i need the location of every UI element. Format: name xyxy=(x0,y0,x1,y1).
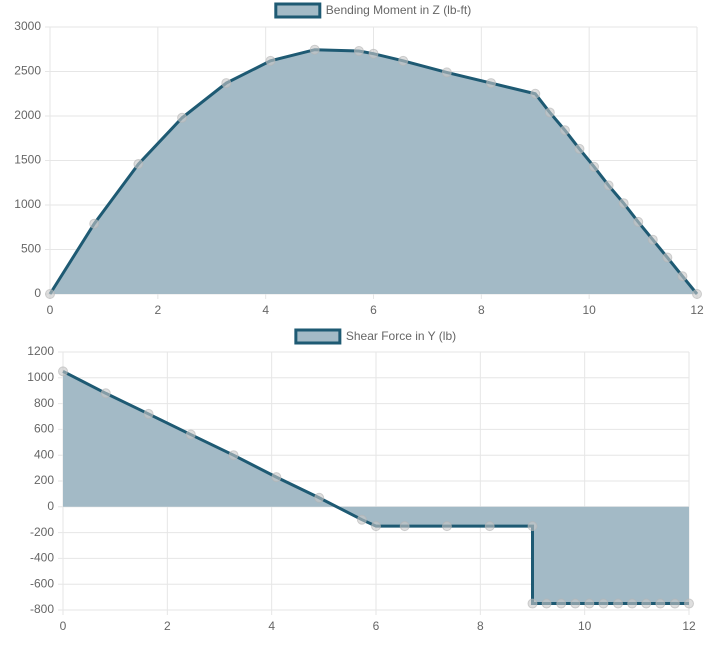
point xyxy=(484,521,495,532)
point xyxy=(598,598,609,609)
point xyxy=(541,598,552,609)
point xyxy=(265,55,276,66)
point xyxy=(441,521,452,532)
point xyxy=(662,252,673,263)
point xyxy=(627,598,638,609)
point xyxy=(228,450,239,461)
point xyxy=(544,107,555,118)
point xyxy=(309,44,320,55)
point xyxy=(185,429,196,440)
point xyxy=(574,143,585,154)
y-tick-label: -600 xyxy=(30,576,54,590)
y-tick-label: 200 xyxy=(34,473,54,487)
point xyxy=(527,598,538,609)
legend-label: Bending Moment in Z (lb-ft) xyxy=(326,3,471,17)
point xyxy=(133,159,144,170)
y-tick-label: 1200 xyxy=(27,344,54,358)
point xyxy=(177,112,188,123)
point xyxy=(684,598,694,609)
point xyxy=(89,218,100,229)
y-tick-label: 0 xyxy=(47,499,54,513)
point xyxy=(221,78,232,89)
y-tick-label: 600 xyxy=(34,422,54,436)
point xyxy=(589,161,600,172)
point xyxy=(633,216,644,227)
point xyxy=(527,521,538,532)
x-tick-label: 0 xyxy=(47,303,54,317)
y-tick-label: -200 xyxy=(30,525,54,539)
area xyxy=(50,49,697,294)
point xyxy=(58,366,68,377)
x-tick-label: 12 xyxy=(682,619,696,633)
y-tick-label: 1000 xyxy=(14,197,41,211)
y-tick-label: 500 xyxy=(21,242,41,256)
y-tick-label: 3000 xyxy=(14,19,41,33)
point xyxy=(655,598,666,609)
y-tick-label: 2000 xyxy=(14,108,41,122)
point xyxy=(530,88,541,99)
point xyxy=(356,514,367,525)
point xyxy=(368,48,379,59)
point xyxy=(100,388,111,399)
point xyxy=(271,472,282,483)
point xyxy=(399,521,410,532)
y-tick-label: 1500 xyxy=(14,153,41,167)
point xyxy=(641,598,652,609)
y-tick-label: 800 xyxy=(34,396,54,410)
point xyxy=(398,55,409,66)
point xyxy=(45,289,55,299)
x-tick-label: 2 xyxy=(154,303,161,317)
point xyxy=(669,598,680,609)
point xyxy=(584,598,595,609)
y-tick-label: -400 xyxy=(30,551,54,565)
point xyxy=(441,67,452,78)
point xyxy=(618,198,629,209)
x-tick-label: 10 xyxy=(578,619,592,633)
y-tick-label: 2500 xyxy=(14,64,41,78)
point xyxy=(353,46,364,57)
y-tick-label: 0 xyxy=(34,286,41,300)
point xyxy=(143,408,154,419)
x-tick-label: 8 xyxy=(478,303,485,317)
y-tick-label: 400 xyxy=(34,447,54,461)
x-tick-label: 6 xyxy=(370,303,377,317)
point xyxy=(570,598,581,609)
point xyxy=(677,271,688,282)
x-tick-label: 4 xyxy=(262,303,269,317)
point xyxy=(556,598,567,609)
y-tick-label: 1000 xyxy=(27,370,54,384)
x-tick-label: 0 xyxy=(60,619,67,633)
point xyxy=(647,234,658,245)
y-tick-label: -800 xyxy=(30,602,54,616)
legend-swatch xyxy=(274,2,322,19)
x-tick-label: 4 xyxy=(268,619,275,633)
x-tick-label: 6 xyxy=(373,619,380,633)
x-tick-label: 8 xyxy=(477,619,484,633)
legend-swatch xyxy=(294,328,342,345)
x-tick-label: 2 xyxy=(164,619,171,633)
point xyxy=(559,125,570,136)
point xyxy=(613,598,624,609)
x-tick-label: 12 xyxy=(690,303,704,317)
point xyxy=(603,180,614,191)
point xyxy=(314,492,325,503)
point xyxy=(692,289,702,299)
x-tick-label: 10 xyxy=(582,303,596,317)
legend-label: Shear Force in Y (lb) xyxy=(346,329,456,343)
point xyxy=(371,521,381,532)
point xyxy=(486,78,497,89)
